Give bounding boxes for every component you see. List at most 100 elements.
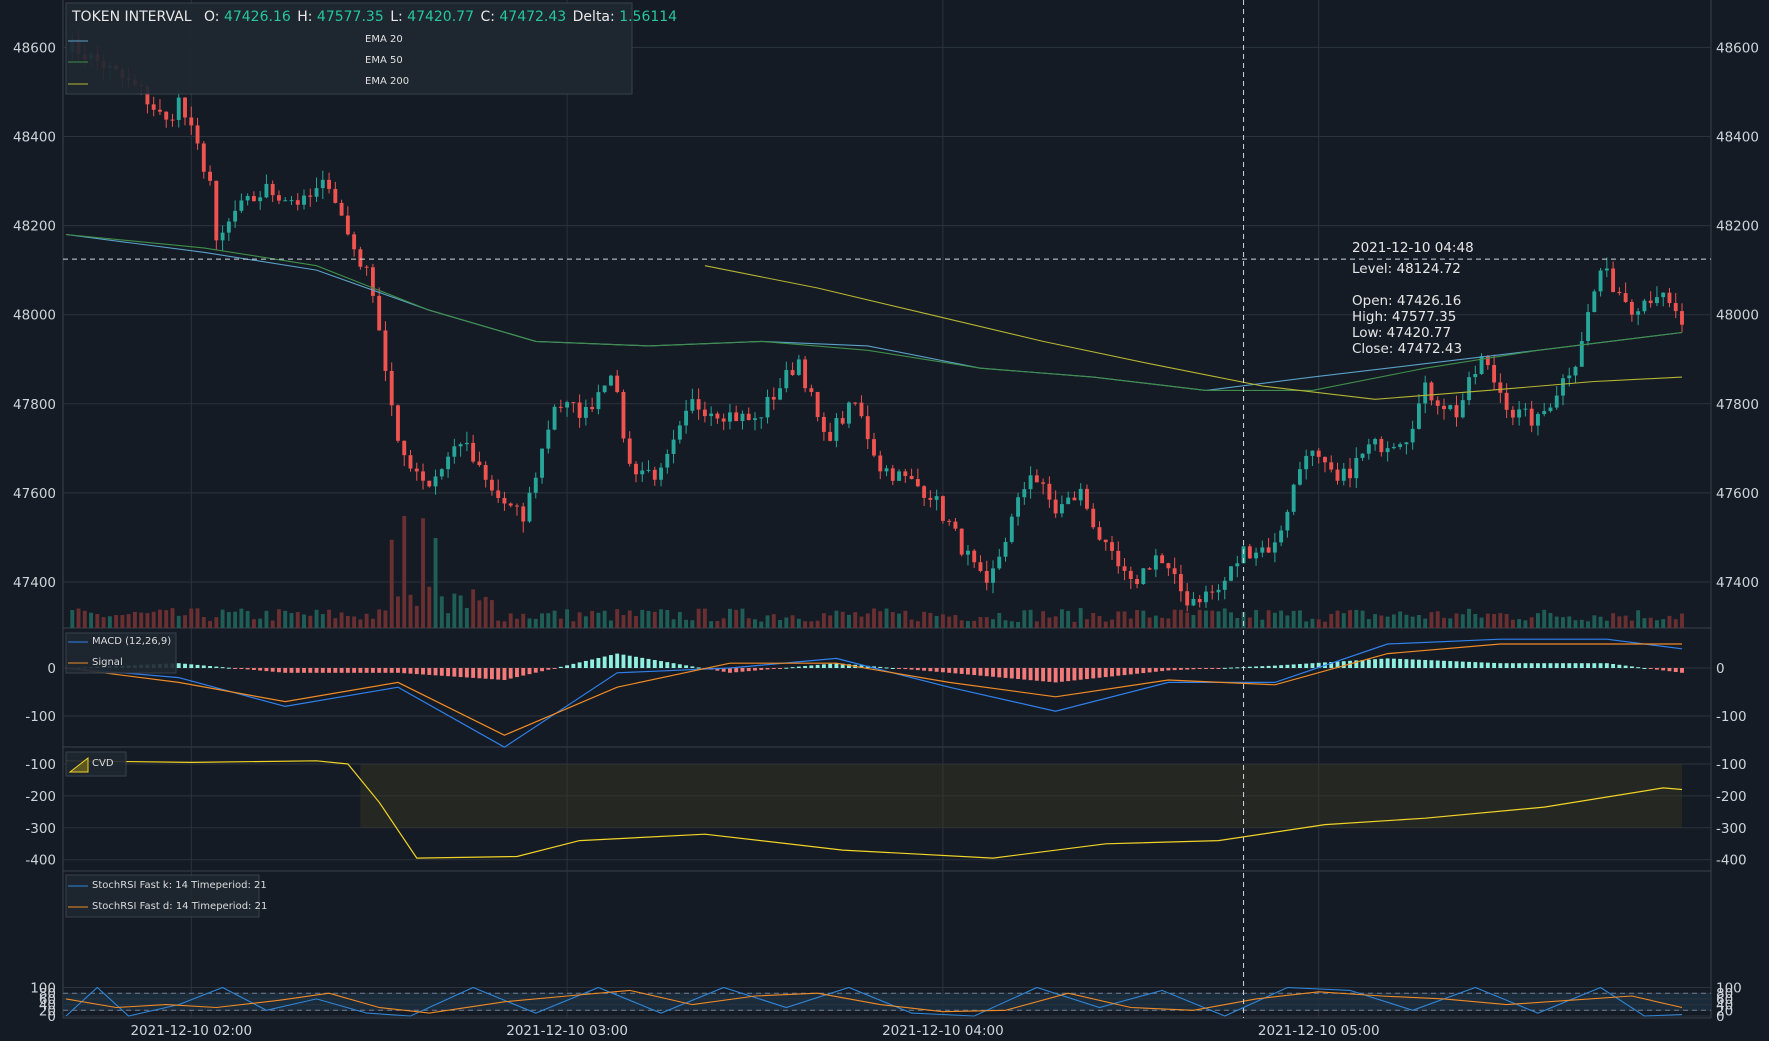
macd-hist-bar	[721, 668, 726, 672]
volume-bar	[396, 596, 400, 628]
candle-body	[1542, 411, 1547, 415]
volume-bar	[702, 608, 707, 628]
delta-label: Delta:	[572, 9, 615, 25]
legend-stoch-d[interactable]: StochRSI Fast d: 14 Timeperiod: 21	[92, 901, 268, 912]
crosshair-info: 2021-12-10 04:48 Level: 48124.72 Open: 4…	[1352, 240, 1474, 357]
volume-bar	[533, 618, 538, 628]
price-tick-left: 48400	[13, 130, 56, 146]
legend-ema-50[interactable]: EMA 50	[365, 55, 403, 66]
price-tick-right: 48200	[1716, 219, 1759, 235]
volume-bar	[1135, 609, 1140, 628]
macd-hist-bar	[634, 656, 638, 668]
volume-bar	[358, 619, 363, 628]
macd-hist-bar	[1260, 666, 1265, 668]
candle-body	[596, 392, 601, 410]
macd-hist-bar	[1567, 663, 1572, 668]
candle-body	[283, 200, 288, 202]
macd-hist-bar	[577, 662, 582, 668]
legend-stoch-k[interactable]: StochRSI Fast k: 14 Timeperiod: 21	[92, 880, 267, 891]
close-label: C:	[480, 9, 495, 25]
macd-hist-bar	[283, 668, 288, 673]
macd-hist-bar	[821, 664, 826, 668]
volume-bar	[1373, 614, 1378, 628]
candle-body	[508, 503, 513, 506]
legend-signal[interactable]: Signal	[92, 657, 123, 668]
volume-bar	[1623, 615, 1628, 628]
volume-bar	[659, 609, 663, 628]
volume-bar	[1329, 613, 1334, 628]
volume-bar	[934, 615, 939, 628]
volume-bar	[1648, 617, 1653, 628]
stoch-tick-left: 0	[47, 1009, 56, 1025]
legend-cvd[interactable]: CVD	[92, 758, 114, 769]
macd-hist-bar	[1648, 668, 1653, 669]
candle-body	[1366, 444, 1371, 454]
macd-hist-bar	[358, 668, 363, 673]
crosshair-time: 2021-12-10 04:48	[1352, 240, 1474, 256]
macd-hist-bar	[1473, 662, 1478, 668]
cvd-tick-left: -200	[25, 789, 56, 805]
macd-hist-bar	[195, 664, 200, 668]
crosshair-spacer	[1352, 277, 1474, 293]
candle-body	[1160, 555, 1165, 564]
legend-ema-20[interactable]: EMA 20	[365, 34, 403, 45]
candle-body	[1335, 469, 1340, 481]
volume-bar	[1297, 610, 1302, 628]
macd-hist-bar	[308, 668, 313, 673]
volume-bar	[1141, 610, 1146, 628]
volume-bar	[1097, 616, 1102, 628]
volume-bar	[1391, 614, 1396, 628]
macd-pane-bg	[63, 628, 1711, 747]
legend-ema-200[interactable]: EMA 200	[365, 76, 410, 87]
volume-bar	[1598, 616, 1603, 628]
volume-bar	[565, 609, 570, 628]
candle-body	[847, 402, 851, 424]
macd-hist-bar	[1185, 668, 1190, 670]
volume-bar	[558, 618, 563, 628]
macd-hist-bar	[571, 663, 576, 668]
candle-body	[258, 197, 263, 202]
candle-body	[1554, 395, 1559, 408]
legend-macd[interactable]: MACD (12,26,9)	[92, 636, 172, 647]
volume-bar	[208, 620, 213, 628]
volume-bar	[1041, 611, 1046, 628]
high-value: 47577.35	[316, 9, 384, 25]
macd-hist-bar	[1116, 668, 1121, 676]
volume-bar	[1554, 616, 1559, 628]
volume-bar	[126, 614, 131, 628]
macd-hist-bar	[959, 668, 964, 674]
volume-bar	[953, 615, 958, 628]
candle-body	[277, 195, 281, 201]
volume-bar	[477, 600, 482, 628]
candle-body	[571, 402, 576, 404]
volume-bar	[1673, 619, 1678, 628]
candle-body	[533, 477, 538, 493]
volume-bar	[815, 620, 820, 628]
candle-body	[414, 468, 419, 472]
candle-body	[302, 195, 306, 205]
stoch-tick-right: 80	[1716, 986, 1733, 1002]
volume-bar	[909, 619, 914, 628]
candle-body	[1072, 497, 1077, 501]
candle-body	[734, 412, 739, 422]
volume-bar	[452, 593, 457, 628]
candle-body	[364, 266, 369, 268]
macd-hist-bar	[452, 668, 457, 677]
candle-body	[1041, 482, 1046, 484]
candle-body	[1222, 580, 1227, 590]
macd-hist-bar	[1247, 666, 1252, 668]
candle-body	[1178, 574, 1183, 592]
volume-bar	[596, 612, 601, 628]
macd-hist-bar	[214, 666, 219, 668]
candle-body	[1110, 542, 1114, 551]
macd-hist-bar	[1460, 661, 1465, 668]
macd-hist-bar	[1579, 663, 1584, 668]
macd-hist-bar	[1366, 659, 1371, 668]
volume-bar	[1022, 610, 1027, 628]
candle-body	[1185, 591, 1190, 606]
volume-bar	[740, 608, 745, 628]
volume-bar	[715, 620, 720, 628]
candle-body	[759, 417, 764, 419]
